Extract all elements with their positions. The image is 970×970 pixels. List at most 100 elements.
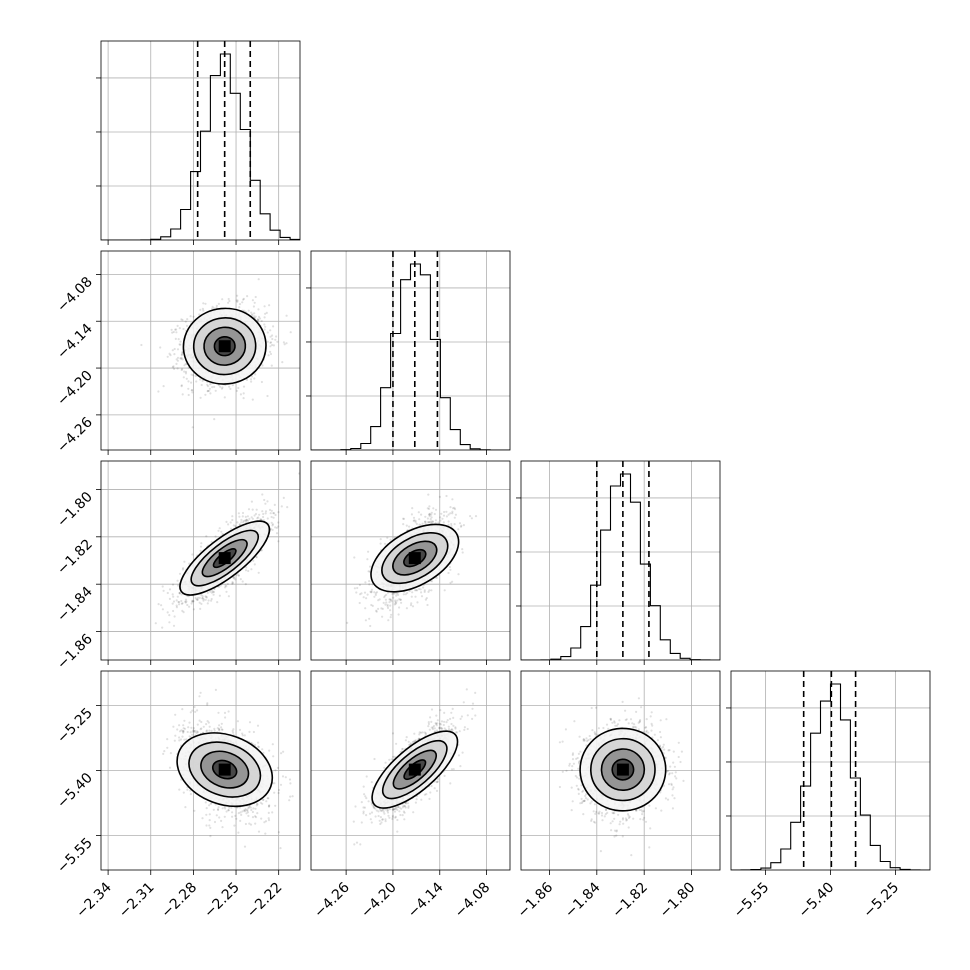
sample-point (272, 344, 275, 347)
sample-point (238, 515, 241, 518)
sample-point (204, 302, 207, 305)
sample-point (166, 591, 169, 595)
sample-point (257, 278, 260, 281)
sample-point (194, 374, 197, 378)
sample-point (450, 522, 453, 526)
sample-point (182, 567, 185, 570)
sample-point (359, 593, 362, 596)
sample-point (373, 595, 376, 598)
sample-point (208, 383, 212, 386)
sample-point (271, 337, 274, 341)
sample-point (447, 513, 450, 516)
y-tick-label: −1.82 (54, 536, 96, 578)
sample-point (247, 508, 251, 511)
sample-point (252, 305, 255, 308)
sample-point (453, 508, 457, 511)
sample-point (370, 590, 373, 593)
sample-point (206, 390, 209, 393)
sample-point (411, 605, 415, 608)
sample-point (247, 569, 250, 573)
sample-point (470, 517, 473, 520)
sample-point (250, 375, 254, 378)
sample-point (180, 599, 183, 603)
sample-point (269, 345, 272, 348)
sample-point (266, 331, 269, 334)
sample-point (448, 565, 451, 569)
panel-frame (100, 250, 301, 451)
sample-point (386, 603, 389, 607)
sample-point (219, 385, 222, 388)
sample-point (453, 516, 456, 519)
sample-point (171, 366, 174, 369)
sample-point (426, 507, 429, 510)
sample-point (234, 578, 237, 581)
sample-point (214, 535, 217, 538)
sample-point (283, 343, 286, 346)
sample-point (209, 392, 212, 395)
sample-point (419, 588, 422, 591)
sample-point (384, 598, 387, 601)
sample-point (270, 515, 273, 519)
sample-point (217, 529, 220, 532)
sample-point (224, 586, 227, 589)
sample-point (425, 597, 428, 600)
sample-point (191, 389, 194, 392)
sample-point (206, 389, 210, 393)
sample-point (386, 536, 389, 539)
sample-point (181, 393, 184, 396)
sample-point (199, 549, 202, 552)
sample-point (157, 390, 160, 393)
sample-point (251, 299, 254, 302)
sample-point (262, 519, 265, 522)
sample-point (447, 520, 450, 523)
sample-point (427, 590, 430, 594)
sample-point (381, 607, 384, 611)
sample-point (272, 325, 275, 328)
sample-point (176, 359, 179, 362)
sample-point (185, 600, 188, 603)
sample-point (172, 600, 176, 603)
sample-point (243, 309, 246, 312)
sample-point (228, 385, 231, 388)
sample-point (231, 581, 234, 584)
sample-point (212, 590, 216, 594)
sample-point (206, 591, 209, 595)
sample-point (246, 295, 249, 298)
sample-point (210, 540, 213, 544)
sample-point (275, 335, 278, 338)
sample-point (176, 367, 179, 370)
sample-point (251, 398, 254, 401)
sample-point (389, 538, 392, 541)
sample-point (179, 357, 182, 360)
sample-point (418, 518, 421, 521)
sample-point (461, 548, 464, 551)
sample-point (418, 523, 421, 526)
sample-point (451, 510, 454, 513)
sample-point (237, 574, 240, 577)
sample-point (469, 515, 472, 518)
sample-point (187, 380, 190, 383)
sample-point (358, 601, 361, 605)
sample-point (389, 598, 392, 601)
sample-point (397, 593, 400, 597)
sample-point (417, 587, 421, 591)
sample-point (277, 510, 280, 514)
sample-point (182, 611, 185, 614)
sample-point (273, 503, 276, 506)
sample-point (257, 318, 260, 321)
sample-point (254, 315, 257, 318)
sample-point (428, 512, 431, 515)
sample-point (404, 593, 407, 596)
sample-point (178, 572, 182, 575)
sample-point (391, 592, 394, 596)
sample-point (195, 598, 198, 601)
sample-point (175, 599, 178, 602)
sample-point (201, 307, 204, 310)
sample-point (265, 311, 268, 314)
sample-point (200, 383, 203, 387)
panel-frame (310, 250, 511, 451)
sample-point (451, 498, 454, 501)
sample-point (184, 600, 187, 603)
sample-point (405, 524, 408, 527)
sample-point (183, 370, 186, 373)
